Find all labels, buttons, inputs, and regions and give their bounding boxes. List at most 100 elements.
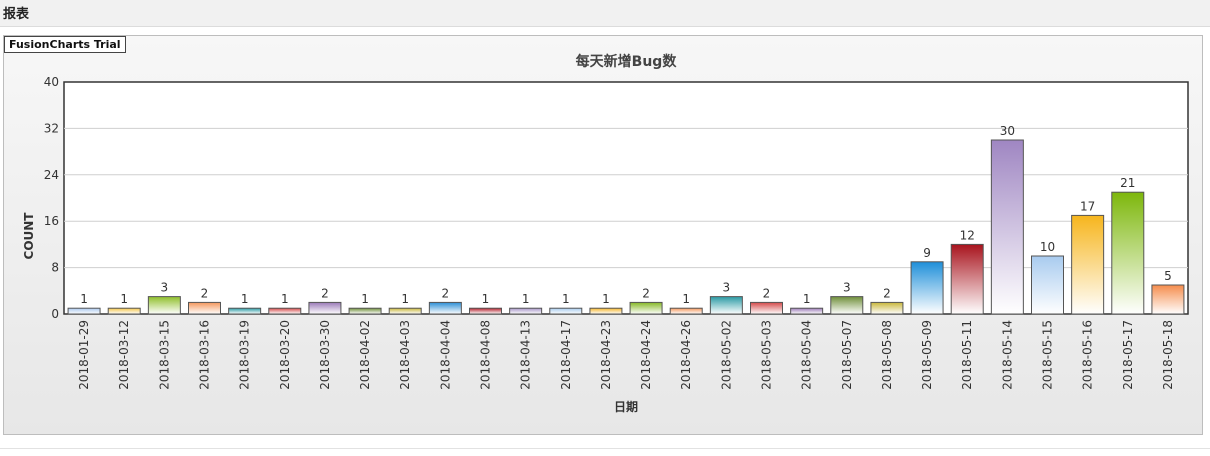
data-label: 30 [1000,124,1015,138]
header-bar: 报表 [0,0,1210,27]
data-label: 1 [803,292,811,306]
x-tick-label: 2018-03-15 [157,320,171,390]
bar[interactable] [188,301,221,315]
data-label: 10 [1040,240,1055,254]
data-label: 1 [562,292,570,306]
bar[interactable] [469,307,502,315]
x-tick-label: 2018-05-16 [1081,320,1095,390]
bar[interactable] [870,301,904,315]
y-tick-label: 24 [44,168,59,182]
x-axis-title: 日期 [614,399,638,414]
x-tick-label: 2018-04-26 [679,320,693,390]
data-label: 1 [281,292,289,306]
data-label: 2 [642,286,650,300]
x-tick-label: 2018-04-02 [358,320,372,390]
bar[interactable] [589,307,623,315]
bar[interactable] [709,296,743,315]
data-label: 1 [361,292,369,306]
x-tick-label: 2018-04-03 [398,320,412,390]
bar[interactable] [669,307,703,315]
y-axis-ticks: 0 8 16 24 32 40 [44,75,59,321]
data-label: 2 [201,286,209,300]
y-tick-label: 0 [51,307,59,321]
bar[interactable] [549,307,583,315]
data-label: 1 [80,292,88,306]
bar[interactable] [509,307,543,315]
bar[interactable] [750,301,783,315]
data-label: 1 [522,292,530,306]
bar[interactable] [308,301,342,315]
data-label: 21 [1120,176,1135,190]
x-tick-label: 2018-05-07 [840,320,854,390]
x-tick-label: 2018-03-19 [238,320,252,390]
footer-divider [0,448,1210,449]
bar[interactable] [990,139,1024,315]
bar[interactable] [790,307,824,315]
bar[interactable] [428,301,462,315]
x-tick-label: 2018-04-08 [479,320,493,390]
data-label: 2 [321,286,329,300]
y-tick-label: 32 [44,121,59,135]
y-tick-label: 40 [44,75,59,89]
data-label: 2 [883,286,891,300]
x-tick-label: 2018-05-08 [880,320,894,390]
data-label: 2 [442,286,450,300]
data-label: 3 [161,281,169,295]
bar[interactable] [147,296,181,315]
x-tick-label: 2018-03-16 [198,320,212,390]
y-tick-label: 16 [44,214,59,228]
x-tick-label: 2018-04-13 [519,320,533,390]
bar[interactable] [950,243,984,315]
x-tick-label: 2018-05-15 [1041,320,1055,390]
data-label: 12 [960,228,975,242]
bar[interactable] [629,301,663,315]
bar[interactable] [348,307,382,315]
x-tick-label: 2018-05-04 [800,320,814,390]
x-tick-label: 2018-04-04 [438,320,452,390]
bar[interactable] [1111,191,1145,315]
x-tick-label: 2018-04-24 [639,320,653,390]
x-axis-ticks: 2018-01-29 2018-03-12 2018-03-15 2018-03-16… [77,320,1175,390]
page-title: 报表 [3,7,30,22]
x-tick-label: 2018-05-02 [719,320,733,390]
data-label: 9 [923,246,931,260]
data-label: 3 [723,281,731,295]
data-label: 17 [1080,199,1095,213]
data-label: 1 [482,292,490,306]
x-tick-label: 2018-05-17 [1121,320,1135,390]
bar[interactable] [910,261,944,315]
trial-label: FusionCharts Trial [4,36,126,53]
bar[interactable] [67,307,101,315]
data-label: 1 [682,292,690,306]
x-tick-label: 2018-05-18 [1161,320,1175,390]
x-tick-label: 2018-03-20 [278,320,292,390]
bar[interactable] [107,307,141,315]
x-tick-label: 2018-05-14 [1000,320,1014,390]
data-label: 1 [241,292,249,306]
data-label: 2 [763,286,771,300]
x-tick-label: 2018-04-17 [559,320,573,390]
x-tick-label: 2018-05-03 [760,320,774,390]
bar[interactable] [1071,214,1105,315]
bar[interactable] [830,296,864,315]
data-label: 3 [843,281,851,295]
bar[interactable] [388,307,422,315]
data-label: 5 [1164,269,1172,283]
data-label: 1 [602,292,610,306]
chart-title: 每天新增Bug数 [576,53,678,70]
x-tick-label: 2018-04-23 [599,320,613,390]
data-label: 1 [401,292,409,306]
bar[interactable] [1031,255,1064,315]
x-tick-label: 2018-05-11 [960,320,974,390]
bar[interactable] [1151,284,1185,315]
x-tick-label: 2018-01-29 [77,320,91,390]
x-tick-label: 2018-03-12 [117,320,131,390]
y-axis-title: COUNT [22,212,36,260]
x-tick-label: 2018-05-09 [920,320,934,390]
data-label: 1 [120,292,128,306]
bar[interactable] [228,307,262,315]
bar[interactable] [268,307,302,315]
x-tick-label: 2018-03-30 [318,320,332,390]
